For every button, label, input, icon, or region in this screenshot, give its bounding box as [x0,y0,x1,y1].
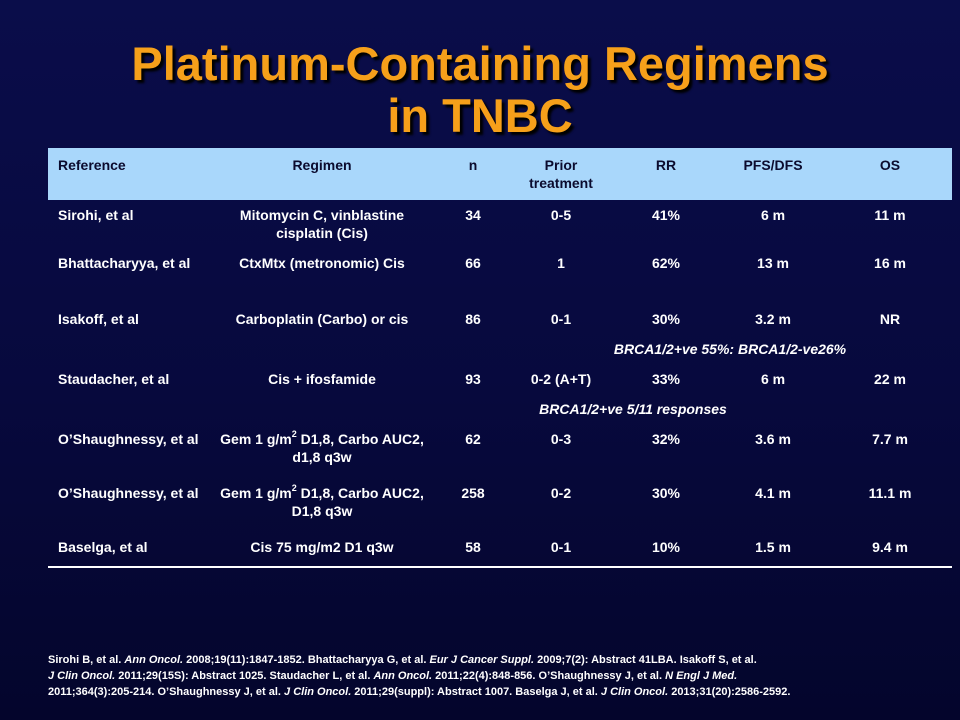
cell-rr: 30% [651,311,681,327]
cell-pfs: 3.2 m [755,311,791,327]
table-row: Bhattacharyya, et al CtxMtx (metronomic)… [48,248,952,304]
cell-regimen: Carboplatin (Carbo) or cis [235,311,409,327]
cell-os: 16 m [874,255,906,271]
cell-pfs: 13 m [757,255,789,271]
cell-pfs: 1.5 m [718,532,828,568]
cell-rr: 41% [651,207,681,223]
brca-note: BRCA1/2+ve 55%: BRCA1/2-ve26% [613,341,847,357]
cell-n: 86 [465,311,481,327]
cell-regimen: Gem 1 g/m2 D1,8, Carbo AUC2, D1,8 q3w [220,483,424,519]
cell-reference: O’Shaughnessy, et al [58,485,199,501]
cell-regimen: Cis 75 mg/m2 D1 q3w [206,532,438,568]
cell-rr: 33% [651,371,681,387]
title-line-1: Platinum-Containing Regimens [131,37,829,90]
cell-os: 11.1 m [868,485,912,501]
cell-prior: 0-2 [550,485,572,501]
cell-n: 62 [465,431,481,447]
cell-os: 7.7 m [872,431,908,447]
cell-n: 66 [465,255,481,271]
cell-n: 258 [461,485,485,501]
cell-prior: 0-3 [550,431,572,447]
table-header: Reference Regimen n Prior treatment RR P… [48,148,952,200]
cell-reference: Staudacher, et al [58,371,170,387]
cell-prior: 0-1 [508,532,614,568]
header-pfs-dfs: PFS/DFS [743,157,803,173]
cell-pfs: 6 m [760,207,786,223]
header-prior-treatment: Prior treatment [529,157,593,191]
cell-pfs: 6 m [760,371,786,387]
cell-prior: 0-2 (A+T) [530,371,592,387]
table-row: O’Shaughnessy, et al Gem 1 g/m2 D1,8, Ca… [48,424,952,478]
table-body: Sirohi, et al Mitomycin C, vinblastine c… [48,200,952,568]
cell-n: 34 [465,207,481,223]
cell-os: NR [879,311,901,327]
cell-regimen: Mitomycin C, vinblastine cisplatin (Cis) [239,207,405,241]
brca-note: BRCA1/2+ve 5/11 responses [539,401,727,417]
cell-prior: 1 [557,255,565,271]
header-row: Reference Regimen n Prior treatment RR P… [48,148,952,200]
header-n: n [468,157,478,173]
cell-pfs: 4.1 m [755,485,791,501]
cell-prior: 0-5 [550,207,572,223]
header-os: OS [879,157,901,173]
table-row: O’Shaughnessy, et al Gem 1 g/m2 D1,8, Ca… [48,478,952,532]
cell-rr: 32% [651,431,681,447]
regimens-table: Reference Regimen n Prior treatment RR P… [48,148,952,568]
cell-n: 93 [465,371,481,387]
table-row: Isakoff, et al Carboplatin (Carbo) or ci… [48,304,952,334]
cell-rr: 10% [614,532,718,568]
footnote-line: Sirohi B, et al. Ann Oncol. 2008;19(11):… [48,654,757,666]
cell-regimen: Gem 1 g/m2 D1,8, Carbo AUC2, d1,8 q3w [220,429,424,465]
slide-title: Platinum-Containing Regimens in TNBC [0,38,960,142]
cell-n: 58 [438,532,508,568]
title-line-2: in TNBC [387,89,573,142]
cell-rr: 62% [651,255,681,271]
cell-reference: O’Shaughnessy, et al [58,431,199,447]
cell-regimen: Cis + ifosfamide [268,371,376,387]
note-row: BRCA1/2+ve 5/11 responses [48,394,952,424]
header-regimen: Regimen [292,157,352,173]
cell-reference: Sirohi, et al [58,207,134,223]
cell-rr: 30% [651,485,681,501]
cell-reference: Bhattacharyya, et al [58,255,191,271]
header-reference: Reference [58,157,126,173]
cell-reference: Baselga, et al [48,532,206,568]
cell-prior: 0-1 [550,311,572,327]
header-rr: RR [655,157,677,173]
note-row: BRCA1/2+ve 55%: BRCA1/2-ve26% [48,334,952,364]
cell-os: 22 m [874,371,906,387]
footnote-line: 2011;364(3):205-214. O’Shaughnessy J, et… [48,686,791,698]
cell-pfs: 3.6 m [755,431,791,447]
table-row: Sirohi, et al Mitomycin C, vinblastine c… [48,200,952,248]
table-row: Baselga, et al Cis 75 mg/m2 D1 q3w 58 0-… [48,532,952,568]
cell-reference: Isakoff, et al [58,311,139,327]
cell-os: 9.4 m [828,532,952,568]
table-row: Staudacher, et al Cis + ifosfamide 93 0-… [48,364,952,394]
cell-os: 11 m [874,207,906,223]
references-footnote: Sirohi B, et al. Ann Oncol. 2008;19(11):… [48,652,948,700]
footnote-line: J Clin Oncol. 2011;29(15S): Abstract 102… [48,670,738,682]
cell-regimen: CtxMtx (metronomic) Cis [239,255,405,271]
